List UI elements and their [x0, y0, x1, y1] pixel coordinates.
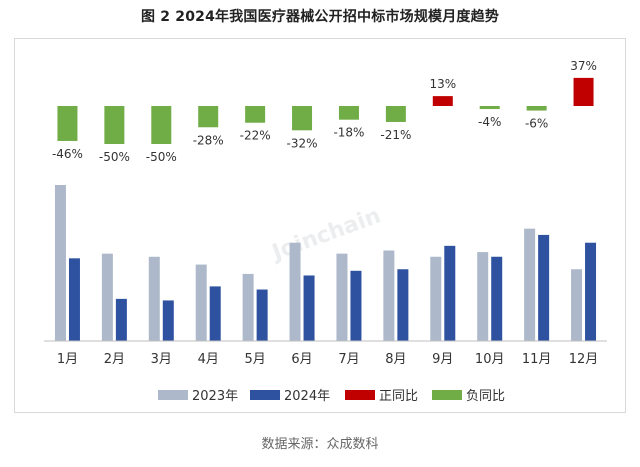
- legend-label-4: 负同比: [466, 389, 505, 404]
- bar-2024-10: [491, 256, 503, 341]
- yoy-data-label-9: 13%: [429, 77, 456, 91]
- bar-2023-5: [242, 273, 254, 341]
- bar-2024-7: [350, 270, 362, 341]
- legend-swatch-4: [432, 390, 462, 400]
- negative-yoy-bar-8: [385, 106, 406, 122]
- negative-yoy-bar-3: [151, 106, 172, 144]
- x-tick-label-6: 6月: [291, 352, 312, 367]
- yoy-data-label-11: -6%: [525, 117, 548, 131]
- bar-2023-6: [289, 242, 301, 341]
- positive-yoy-bar-9: [432, 96, 453, 106]
- bar-2023-9: [430, 256, 442, 341]
- negative-yoy-bar-5: [245, 106, 266, 123]
- yoy-data-label-1: -46%: [52, 147, 83, 161]
- x-tick-label-9: 9月: [432, 352, 453, 367]
- bar-2023-1: [54, 185, 66, 341]
- bar-2023-2: [101, 253, 113, 341]
- bar-2023-7: [336, 253, 348, 341]
- chart-frame: [14, 38, 626, 413]
- x-tick-label-7: 7月: [338, 352, 359, 367]
- legend-swatch-2: [250, 390, 280, 400]
- legend-label-2: 2024年: [284, 389, 330, 404]
- x-tick-label-12: 12月: [569, 352, 599, 367]
- x-tick-label-3: 3月: [151, 352, 172, 367]
- legend-label-1: 2023年: [192, 389, 238, 404]
- bar-2024-3: [162, 300, 174, 341]
- yoy-data-label-8: -21%: [380, 128, 411, 142]
- bar-2024-6: [303, 275, 315, 341]
- negative-yoy-bar-6: [292, 106, 313, 131]
- bar-2023-11: [524, 228, 536, 341]
- negative-yoy-bar-11: [526, 106, 547, 111]
- bar-2024-9: [444, 245, 456, 341]
- bar-2023-10: [477, 252, 489, 341]
- positive-yoy-bar-12: [573, 77, 594, 106]
- x-tick-label-10: 10月: [475, 352, 505, 367]
- yoy-data-label-2: -50%: [99, 150, 130, 164]
- x-tick-label-2: 2月: [104, 352, 125, 367]
- bar-2023-8: [383, 250, 395, 341]
- x-tick-label-8: 8月: [385, 352, 406, 367]
- yoy-data-label-12: 37%: [570, 59, 597, 73]
- bar-2023-3: [148, 256, 160, 341]
- bar-2024-5: [256, 289, 268, 341]
- yoy-data-label-7: -18%: [333, 126, 364, 140]
- bar-2023-4: [195, 264, 207, 341]
- bar-2024-1: [68, 258, 80, 341]
- x-tick-label-1: 1月: [57, 352, 78, 367]
- bar-2023-12: [571, 269, 583, 341]
- yoy-data-label-6: -32%: [287, 136, 318, 150]
- x-tick-label-4: 4月: [198, 352, 219, 367]
- negative-yoy-bar-1: [57, 106, 78, 141]
- negative-yoy-bar-4: [198, 106, 219, 128]
- yoy-data-label-4: -28%: [193, 133, 224, 147]
- bar-2024-11: [538, 234, 550, 341]
- data-source: 数据来源：众成数科: [261, 437, 379, 452]
- yoy-data-label-3: -50%: [146, 150, 177, 164]
- x-tick-label-11: 11月: [522, 352, 552, 367]
- legend-label-3: 正同比: [379, 389, 418, 404]
- negative-yoy-bar-2: [104, 106, 125, 144]
- negative-yoy-bar-7: [338, 106, 359, 120]
- bar-2024-4: [209, 286, 221, 341]
- yoy-data-label-5: -22%: [240, 129, 271, 143]
- yoy-data-label-10: -4%: [478, 115, 501, 129]
- negative-yoy-bar-10: [479, 106, 500, 110]
- bar-2024-12: [585, 242, 597, 341]
- bar-2024-8: [397, 269, 409, 341]
- legend-swatch-1: [158, 390, 188, 400]
- x-tick-label-5: 5月: [244, 352, 265, 367]
- legend-swatch-3: [345, 390, 375, 400]
- bar-2024-2: [115, 298, 127, 341]
- chart-title: 图 2 2024年我国医疗器械公开招中标市场规模月度趋势: [140, 9, 500, 25]
